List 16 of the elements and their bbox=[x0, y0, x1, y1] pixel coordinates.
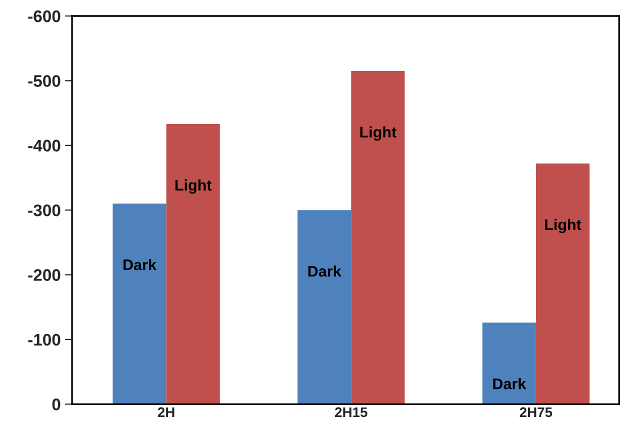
y-tick-label: 0 bbox=[52, 398, 60, 410]
y-tick-label: -100 bbox=[28, 334, 60, 346]
text: Light bbox=[360, 126, 396, 141]
y-tick-label: -600 bbox=[28, 10, 60, 22]
series-label: Light bbox=[175, 179, 212, 194]
text: Dark bbox=[493, 378, 526, 390]
x-tick-label: 2H75 bbox=[520, 407, 552, 418]
y-tick-label: -500 bbox=[28, 75, 60, 87]
y-tick-label: -200 bbox=[28, 269, 60, 281]
text: Dark bbox=[124, 258, 156, 270]
x-tick-label: 2H bbox=[158, 407, 174, 418]
x-tick-label: 2H15 bbox=[335, 407, 368, 418]
y-tick-label: -300 bbox=[28, 204, 60, 216]
series-label: Dark bbox=[308, 265, 342, 277]
y-tick-label: -400 bbox=[28, 140, 60, 152]
text: Light bbox=[545, 218, 582, 234]
